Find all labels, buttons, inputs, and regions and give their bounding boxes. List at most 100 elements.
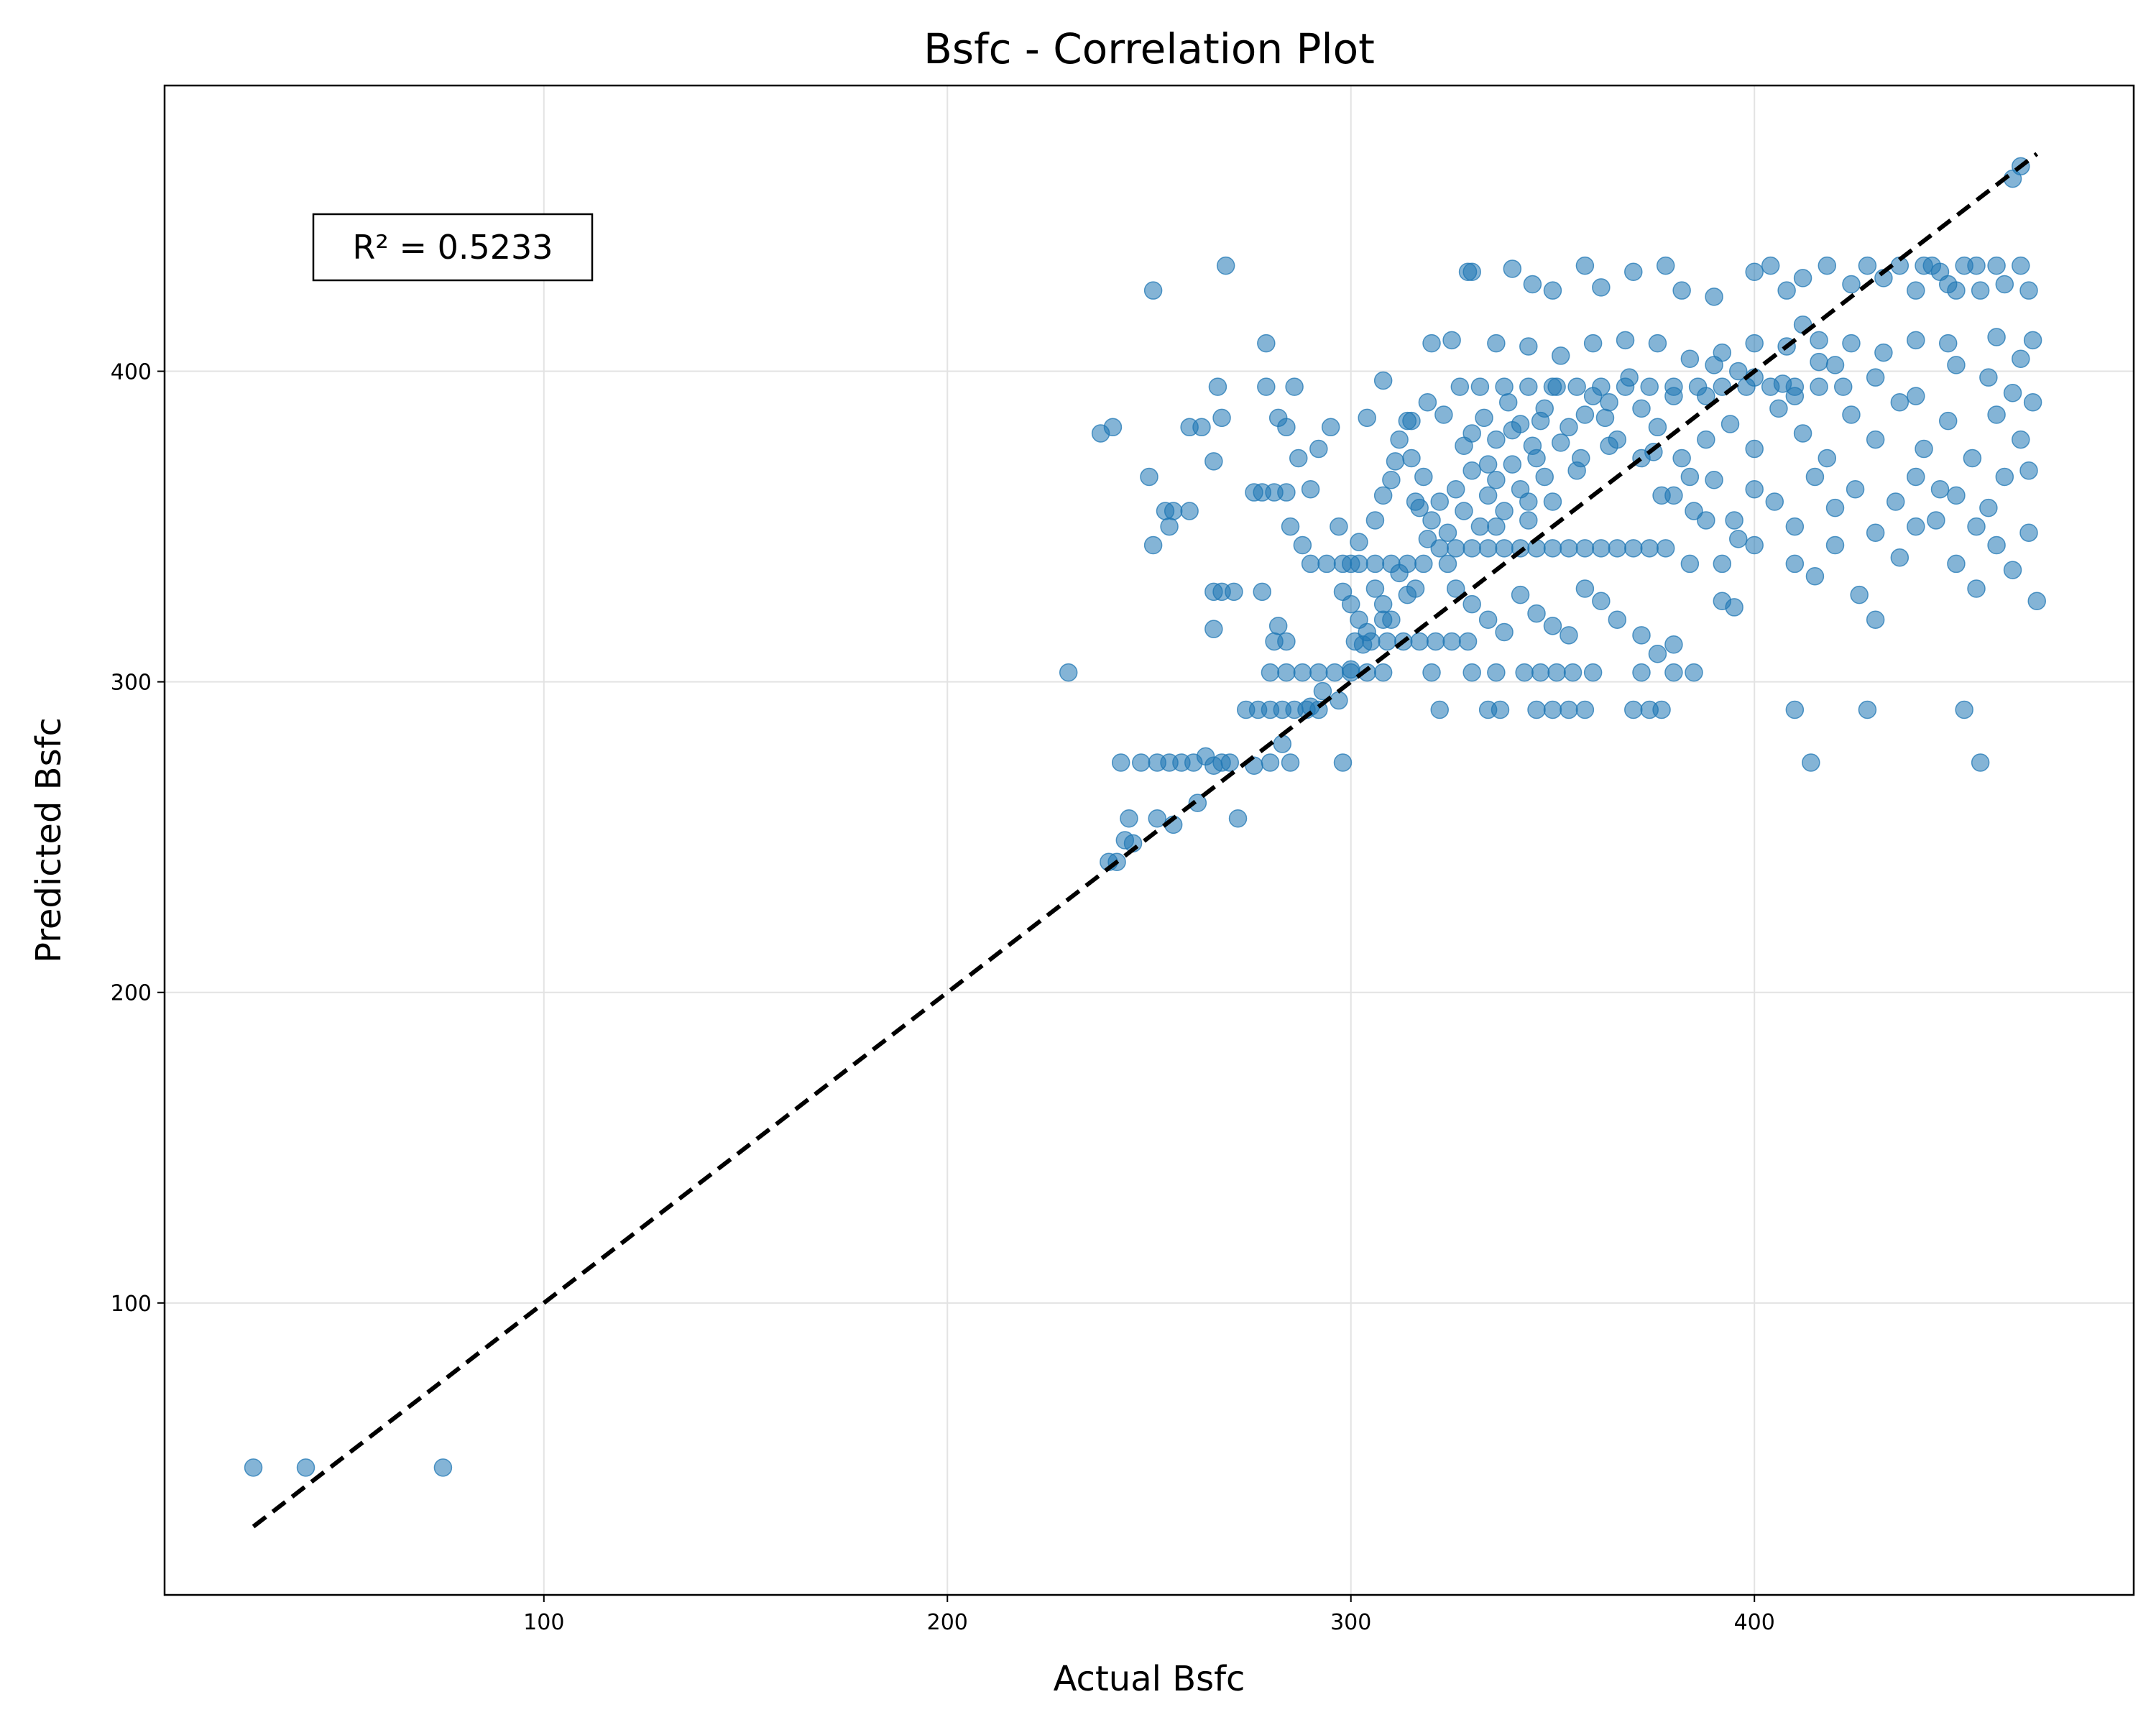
data-point [1616,331,1635,350]
data-point [1979,498,1998,518]
data-point [1697,511,1715,530]
data-point [1406,579,1425,598]
data-point [1535,467,1554,487]
data-point [1705,288,1723,306]
data-point [1745,334,1764,353]
data-point [1616,377,1635,396]
data-point [1979,368,1998,387]
data-point [1478,539,1498,558]
data-point [1947,356,1966,374]
data-point [1462,539,1481,558]
data-point [1987,256,2006,275]
data-point [1874,343,1893,362]
data-point [1373,486,1393,505]
data-point [1745,479,1764,499]
data-point [1277,418,1296,437]
data-point [1640,377,1659,396]
data-point [1745,535,1764,555]
data-point [1583,663,1603,682]
data-point [1470,517,1490,536]
y-tick-label: 200 [111,981,152,1006]
data-point [1995,275,2014,294]
data-point [1228,809,1248,828]
data-point [1470,377,1490,396]
data-point [1325,663,1345,682]
data-point [1551,346,1570,365]
data-point [1543,617,1562,635]
data-point [1672,281,1691,300]
data-point [1422,511,1441,530]
data-point [1430,539,1450,558]
data-point [1632,399,1651,418]
data-point [1793,269,1812,288]
data-point [1273,735,1292,753]
data-point [1624,539,1643,558]
data-point [1886,492,1905,511]
data-point [1833,377,1853,396]
data-point [1261,753,1280,772]
data-point [1967,256,1986,275]
data-point [1955,700,1973,719]
data-point [1257,334,1276,353]
data-point [1930,262,1950,282]
data-point [1987,535,2006,555]
data-point [1111,753,1130,772]
data-point [1350,554,1368,574]
data-point [1680,349,1700,368]
data-point [2023,392,2042,412]
data-point [1947,281,1966,300]
data-point [1648,644,1667,663]
data-point [1519,377,1538,396]
data-point [1341,594,1360,614]
data-point [1543,492,1562,511]
data-point [1725,598,1743,617]
data-point [1281,517,1300,536]
data-point [1685,502,1703,520]
data-point [1277,632,1296,651]
data-point [1592,592,1611,611]
data-point [1120,809,1138,828]
data-point [1330,691,1348,710]
data-point [1503,455,1522,474]
data-point [1825,535,1845,555]
data-point [1143,281,1163,300]
x-tick-label: 400 [1734,1610,1775,1635]
data-point [1967,517,1986,536]
data-point [1418,530,1437,548]
data-point [1212,408,1231,428]
data-point [1793,424,1812,443]
data-point [1595,408,1615,428]
data-point [1293,663,1312,682]
x-tick-label: 200 [927,1610,968,1635]
data-point [1164,502,1183,520]
data-point [1825,498,1845,518]
r-squared-annotation: R² = 0.5233 [312,213,594,282]
data-point [2027,592,2046,611]
chart-title: Bsfc - Correlation Plot [923,24,1375,73]
data-point [1462,594,1481,614]
data-point [1825,356,1845,374]
data-point [1907,331,1925,350]
data-point [1592,278,1611,297]
data-point [1333,554,1353,574]
data-point [1378,632,1397,651]
data-point [1487,334,1506,353]
data-point [1527,700,1546,719]
reference-line [252,152,2039,1529]
data-point [1640,539,1659,558]
data-point [1785,517,1805,536]
data-point [2019,461,2038,480]
data-point [1761,256,1780,275]
data-point [1458,632,1478,651]
data-point [1257,377,1276,396]
data-point [1341,660,1360,679]
data-point [1575,405,1595,424]
data-point [1208,377,1227,396]
data-point [1475,408,1493,428]
data-point [1656,256,1675,275]
data-point [1652,700,1671,719]
data-point [1301,479,1320,499]
data-point [1729,362,1748,381]
data-point [1563,663,1583,682]
data-point [1333,753,1353,772]
